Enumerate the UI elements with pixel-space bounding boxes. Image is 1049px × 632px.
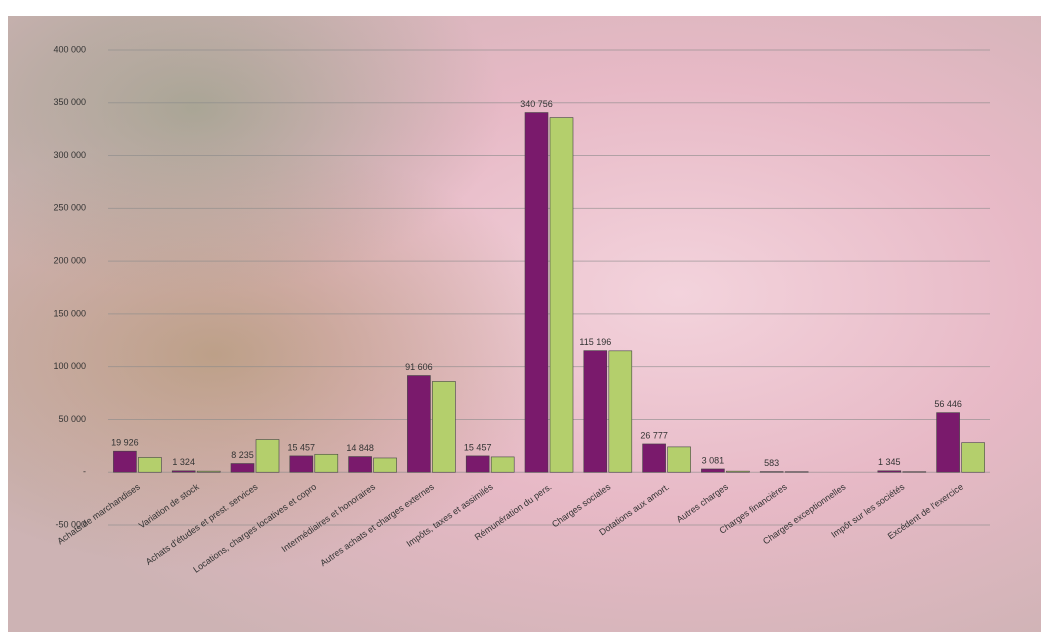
value-label: 3 081 (702, 455, 725, 465)
bar (465, 455, 490, 473)
value-label: 14 848 (346, 443, 374, 453)
y-tick-label: 100 000 (53, 361, 86, 371)
bar (726, 470, 750, 473)
value-label: 56 446 (934, 399, 962, 409)
bar (196, 470, 221, 473)
value-label: 115 196 (579, 337, 611, 347)
bar (432, 381, 456, 473)
bar (759, 471, 784, 473)
bar (642, 443, 666, 473)
value-label: 15 457 (464, 442, 492, 452)
y-tick-label: 350 000 (53, 97, 86, 107)
y-tick-label: 300 000 (53, 150, 86, 160)
bar (784, 471, 809, 473)
bar (113, 450, 137, 473)
y-tick-label: 50 000 (58, 414, 86, 424)
value-label: 91 606 (405, 362, 433, 372)
value-label: 1 345 (878, 457, 901, 467)
y-tick-label: -50 000 (55, 519, 86, 529)
bar (583, 350, 608, 473)
value-label: 340 756 (520, 99, 553, 109)
bar (667, 446, 691, 473)
bar (138, 457, 162, 473)
bar (373, 457, 397, 473)
bar (902, 471, 927, 473)
bar (701, 468, 725, 473)
bar (961, 442, 985, 473)
background (8, 16, 1041, 632)
value-label: 583 (764, 458, 779, 468)
value-label: 1 324 (172, 457, 195, 467)
y-tick-label: - (83, 467, 86, 477)
bar (314, 453, 339, 473)
bar (877, 470, 902, 473)
y-tick-label: 150 000 (53, 308, 86, 318)
value-label: 26 777 (640, 430, 668, 440)
bar (524, 112, 549, 473)
bar (407, 375, 431, 473)
value-label: 8 235 (231, 450, 254, 460)
bar (490, 456, 515, 473)
value-label: 15 457 (288, 442, 316, 452)
bar (608, 350, 633, 473)
value-label: 19 926 (111, 438, 139, 448)
bar (255, 439, 280, 473)
bar (936, 412, 960, 473)
bar (171, 470, 196, 473)
bar (289, 455, 314, 473)
y-tick-label: 400 000 (53, 44, 86, 54)
bar (348, 456, 372, 473)
bar (549, 117, 574, 473)
y-tick-label: 200 000 (53, 255, 86, 265)
bar (230, 463, 255, 473)
y-tick-label: 250 000 (53, 203, 86, 213)
